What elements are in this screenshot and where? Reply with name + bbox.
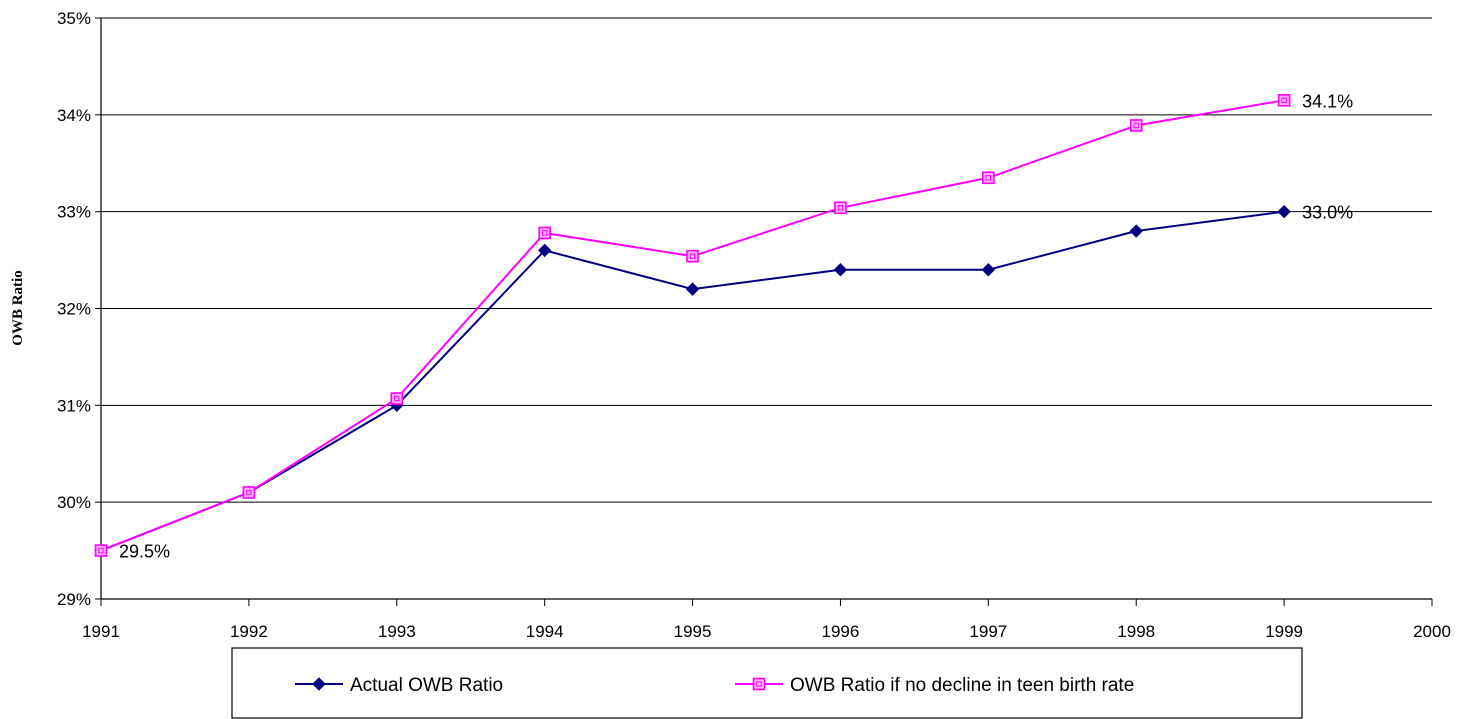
- y-tick-label: 31%: [57, 396, 91, 415]
- data-point: [1277, 204, 1291, 219]
- y-axis-title: OWB Ratio: [10, 270, 26, 345]
- data-point: [242, 486, 256, 499]
- x-tick-label: 1995: [674, 622, 712, 641]
- data-point: [1277, 94, 1291, 107]
- y-tick-label: 35%: [57, 9, 91, 28]
- data-point: [537, 243, 552, 258]
- x-tick-label: 1994: [526, 622, 564, 641]
- series-line: [100, 99, 1285, 552]
- legend-entry-2: OWB Ratio if no decline in teen birth ra…: [735, 675, 1134, 696]
- x-tick-label: 1999: [1265, 622, 1303, 641]
- data-label: 29.5%: [119, 542, 170, 562]
- x-tick-label: 1991: [82, 622, 120, 641]
- data-point: [94, 544, 108, 557]
- x-tick-label: 1993: [378, 622, 416, 641]
- series-group: [94, 94, 1291, 558]
- series-2: [94, 94, 1291, 557]
- legend-label: OWB Ratio if no decline in teen birth ra…: [790, 675, 1134, 696]
- data-point: [390, 392, 404, 405]
- legend-marker: [752, 677, 766, 691]
- data-label: 33.0%: [1302, 203, 1353, 223]
- y-tick-label: 29%: [57, 590, 91, 609]
- gridlines: [101, 17, 1432, 503]
- data-point: [981, 263, 996, 277]
- x-tick-label: 1996: [822, 622, 860, 641]
- y-axis-ticks: 29% 30% 31% 32% 33% 34% 35%: [57, 9, 101, 609]
- data-point: [1129, 119, 1143, 132]
- x-axis-ticks: 1991 1992 1993 1994 1995 1996 1997 1998 1999 2000: [82, 599, 1451, 641]
- data-point: [538, 226, 551, 240]
- y-tick-label: 30%: [57, 493, 91, 512]
- y-tick-label: 34%: [57, 106, 91, 125]
- y-tick-label: 32%: [57, 300, 91, 319]
- legend: Actual OWB Ratio OWB Ratio if no decline …: [231, 647, 1303, 719]
- y-tick-label: 33%: [57, 203, 91, 222]
- data-point: [982, 171, 995, 185]
- data-labels: 29.5% 33.0% 34.1%: [119, 91, 1353, 561]
- x-tick-label: 1998: [1117, 622, 1155, 641]
- data-point: [685, 282, 700, 296]
- data-point: [686, 249, 699, 263]
- x-tick-label: 1992: [230, 622, 268, 641]
- data-point: [834, 201, 847, 215]
- data-point: [833, 263, 848, 277]
- x-tick-label: 1997: [969, 622, 1007, 641]
- data-point: [1129, 224, 1143, 238]
- x-tick-label: 2000: [1413, 622, 1451, 641]
- legend-entry-1: Actual OWB Ratio: [295, 675, 503, 696]
- data-label: 34.1%: [1302, 91, 1353, 111]
- legend-label: Actual OWB Ratio: [350, 675, 503, 696]
- legend-marker: [312, 677, 326, 691]
